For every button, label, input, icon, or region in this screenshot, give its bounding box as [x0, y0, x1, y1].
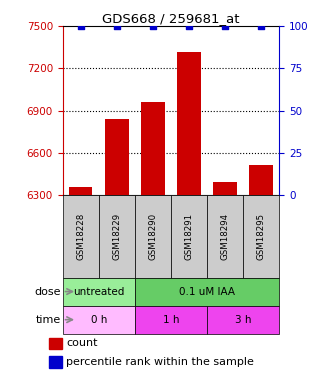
Bar	[105, 119, 128, 195]
Bar	[49, 338, 62, 349]
Text: count: count	[66, 338, 98, 348]
Text: percentile rank within the sample: percentile rank within the sample	[66, 357, 254, 367]
Point	[114, 23, 119, 29]
FancyBboxPatch shape	[135, 306, 207, 334]
Bar	[177, 52, 201, 195]
FancyBboxPatch shape	[207, 306, 279, 334]
Bar	[249, 165, 273, 195]
FancyBboxPatch shape	[171, 195, 207, 278]
FancyBboxPatch shape	[63, 278, 135, 306]
Text: GSM18294: GSM18294	[221, 213, 230, 260]
Text: GSM18290: GSM18290	[148, 213, 157, 260]
Text: 1 h: 1 h	[163, 315, 179, 325]
Text: untreated: untreated	[73, 286, 125, 297]
Point	[222, 23, 228, 29]
Point	[187, 23, 192, 29]
Text: 0.1 uM IAA: 0.1 uM IAA	[179, 286, 235, 297]
Bar	[49, 356, 62, 368]
FancyBboxPatch shape	[243, 195, 279, 278]
Point	[78, 23, 83, 29]
FancyBboxPatch shape	[99, 195, 135, 278]
Title: GDS668 / 259681_at: GDS668 / 259681_at	[102, 12, 240, 25]
Bar	[69, 187, 92, 195]
FancyBboxPatch shape	[63, 195, 99, 278]
Text: 0 h: 0 h	[91, 315, 107, 325]
Text: GSM18295: GSM18295	[257, 213, 266, 260]
Text: time: time	[36, 315, 61, 325]
Text: GSM18229: GSM18229	[112, 213, 121, 260]
Point	[259, 23, 264, 29]
Text: 3 h: 3 h	[235, 315, 251, 325]
FancyBboxPatch shape	[207, 195, 243, 278]
FancyBboxPatch shape	[135, 195, 171, 278]
Text: GSM18228: GSM18228	[76, 213, 85, 260]
Text: dose: dose	[34, 286, 61, 297]
Bar	[141, 102, 165, 195]
Point	[150, 23, 155, 29]
FancyBboxPatch shape	[63, 306, 135, 334]
Bar	[213, 182, 237, 195]
FancyBboxPatch shape	[135, 278, 279, 306]
Text: GSM18291: GSM18291	[185, 213, 194, 260]
